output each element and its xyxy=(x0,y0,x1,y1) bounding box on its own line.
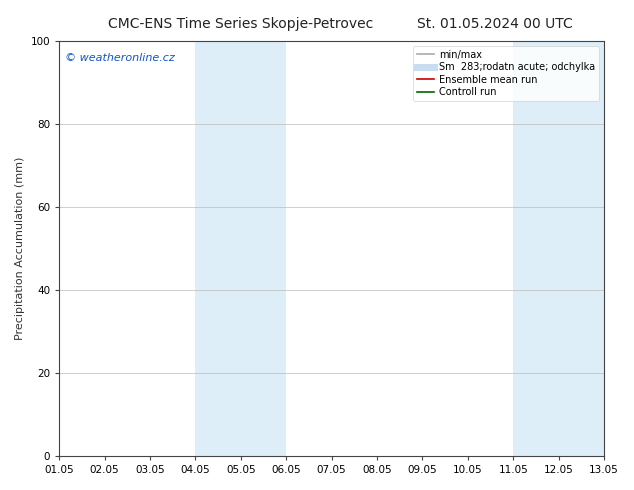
Legend: min/max, Sm  283;rodatn acute; odchylka, Ensemble mean run, Controll run: min/max, Sm 283;rodatn acute; odchylka, … xyxy=(413,46,599,101)
Text: St. 01.05.2024 00 UTC: St. 01.05.2024 00 UTC xyxy=(417,17,573,31)
Text: CMC-ENS Time Series Skopje-Petrovec: CMC-ENS Time Series Skopje-Petrovec xyxy=(108,17,373,31)
Y-axis label: Precipitation Accumulation (mm): Precipitation Accumulation (mm) xyxy=(15,157,25,340)
Bar xyxy=(195,41,287,456)
Bar xyxy=(514,41,604,456)
Text: © weatheronline.cz: © weatheronline.cz xyxy=(65,53,174,64)
